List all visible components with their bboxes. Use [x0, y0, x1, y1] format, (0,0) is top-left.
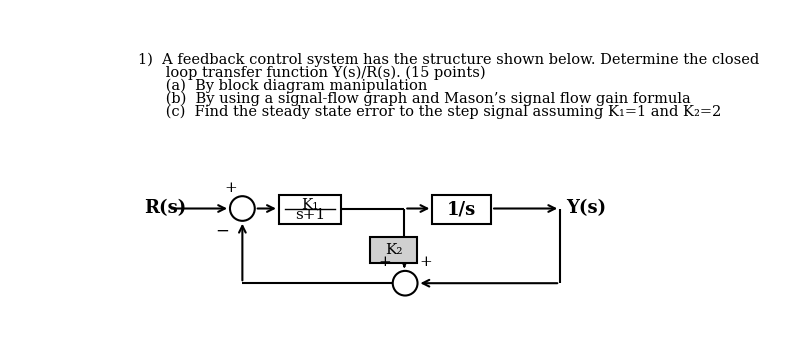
Circle shape	[230, 196, 255, 221]
Bar	[432, 195, 491, 224]
Bar	[279, 195, 341, 224]
Text: +: +	[224, 181, 237, 195]
Text: loop transfer function Y(s)/R(s). (15 points): loop transfer function Y(s)/R(s). (15 po…	[138, 65, 485, 80]
Text: (a)  By block diagram manipulation: (a) By block diagram manipulation	[138, 78, 427, 93]
Text: K₁: K₁	[301, 198, 318, 212]
Text: −: −	[215, 222, 229, 240]
Text: R(s): R(s)	[144, 199, 186, 218]
Text: +: +	[379, 255, 391, 269]
Circle shape	[393, 271, 417, 295]
Text: (c)  Find the steady state error to the step signal assuming K₁=1 and K₂=2: (c) Find the steady state error to the s…	[138, 105, 721, 119]
Text: 1)  A feedback control system has the structure shown below. Determine the close: 1) A feedback control system has the str…	[138, 52, 759, 67]
Text: (b)  By using a signal-flow graph and Mason’s signal flow gain formula: (b) By using a signal-flow graph and Mas…	[138, 92, 691, 106]
Text: +: +	[419, 255, 432, 269]
Text: 1/s: 1/s	[447, 200, 476, 218]
Text: K₂: K₂	[385, 243, 402, 257]
Bar	[370, 237, 417, 263]
Text: Y(s): Y(s)	[566, 199, 607, 218]
Text: s+1: s+1	[295, 208, 325, 222]
